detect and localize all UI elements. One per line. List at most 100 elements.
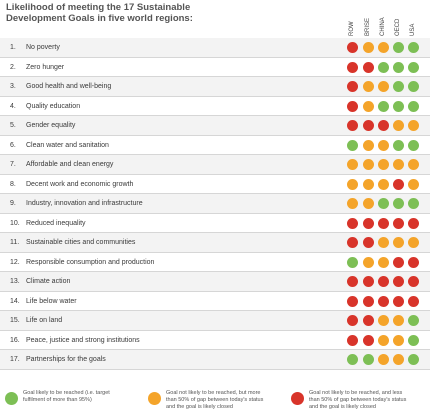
status-dot [377, 120, 389, 131]
status-dot [392, 276, 404, 287]
legend-dot [5, 392, 18, 405]
status-dot [346, 61, 358, 73]
status-dot [346, 120, 358, 131]
status-dot [407, 120, 419, 131]
table-row [0, 350, 430, 370]
status-dot [407, 276, 419, 287]
row-number: 14. [10, 297, 20, 305]
status-dot [407, 334, 419, 346]
status-dot [362, 334, 374, 346]
status-dot [392, 217, 404, 229]
status-dot [346, 295, 358, 307]
status-dot [362, 159, 374, 170]
status-dot [392, 81, 404, 92]
status-dot [362, 217, 374, 229]
status-dot [346, 159, 358, 170]
status-dot [392, 61, 404, 73]
status-dot [346, 198, 358, 209]
status-dot [377, 354, 389, 365]
column-label: OECD [395, 18, 401, 36]
status-dot [392, 42, 404, 53]
status-dot [407, 354, 419, 365]
row-label: Industry, innovation and infrastructure [26, 200, 143, 207]
row-label: Sustainable cities and communities [26, 239, 136, 246]
status-dot [346, 178, 358, 190]
status-dot [362, 354, 374, 365]
row-number: 12. [10, 258, 20, 266]
status-dot [392, 198, 404, 209]
table-row [0, 174, 430, 194]
row-label: Life below water [26, 297, 77, 305]
row-number: 8. [10, 180, 16, 188]
row-number: 17. [10, 356, 20, 363]
row-number: 13. [10, 278, 20, 285]
row-label: Climate action [26, 278, 71, 285]
status-dot [392, 178, 404, 190]
table-row [0, 38, 430, 58]
status-dot [407, 295, 419, 307]
row-label: Life on land [26, 317, 63, 324]
status-dot [362, 295, 374, 307]
status-dot [377, 139, 389, 151]
status-dot [362, 178, 374, 190]
row-number: 1. [10, 44, 16, 51]
row-number: 11. [10, 239, 20, 246]
status-dot [346, 354, 358, 365]
row-number: 4. [10, 102, 16, 110]
table-row [0, 135, 430, 155]
status-dot [362, 120, 374, 131]
row-number: 10. [10, 219, 20, 227]
status-dot [407, 42, 419, 53]
status-dot [346, 256, 358, 268]
status-dot [377, 334, 389, 346]
row-label: Decent work and economic growth [26, 180, 134, 188]
status-dot [392, 159, 404, 170]
status-dot [377, 237, 389, 248]
status-dot [392, 315, 404, 326]
row-number: 7. [10, 161, 16, 168]
table-row [0, 194, 430, 214]
row-label: Clean water and sanitation [26, 141, 109, 149]
row-label: Zero hunger [26, 63, 65, 71]
row-label: Reduced inequality [26, 219, 86, 227]
column-label: BRISE [365, 17, 371, 36]
status-dot [362, 139, 374, 151]
row-number: 15. [10, 317, 20, 324]
row-number: 6. [10, 141, 16, 149]
status-dot [362, 81, 374, 92]
table-row [0, 291, 430, 311]
status-dot [377, 217, 389, 229]
status-dot [377, 178, 389, 190]
status-dot [392, 256, 404, 268]
row-number: 16. [10, 336, 20, 344]
legend-text: Goal not likely to be reached, and less … [309, 390, 407, 410]
table-row [0, 252, 430, 272]
status-dot [407, 217, 419, 229]
status-dot [392, 354, 404, 365]
row-label: Peace, justice and strong institutions [26, 336, 140, 344]
status-dot [362, 198, 374, 209]
status-dot [346, 81, 358, 92]
status-dot [377, 100, 389, 112]
row-number: 3. [10, 83, 16, 90]
table-row [0, 77, 430, 97]
status-dot [362, 42, 374, 53]
status-dot [407, 61, 419, 73]
status-dot [392, 120, 404, 131]
column-label: CHINA [380, 17, 386, 36]
status-dot [392, 100, 404, 112]
status-dot [392, 139, 404, 151]
status-dot [362, 256, 374, 268]
status-dot [362, 315, 374, 326]
status-dot [377, 198, 389, 209]
row-label: Responsible consumption and production [26, 258, 155, 266]
status-dot [377, 295, 389, 307]
status-dot [346, 237, 358, 248]
row-number: 5. [10, 122, 16, 129]
table-row [0, 311, 430, 331]
status-dot [346, 139, 358, 151]
table-row [0, 330, 430, 350]
legend-dot [148, 392, 161, 405]
status-dot [407, 198, 419, 209]
status-dot [407, 178, 419, 190]
